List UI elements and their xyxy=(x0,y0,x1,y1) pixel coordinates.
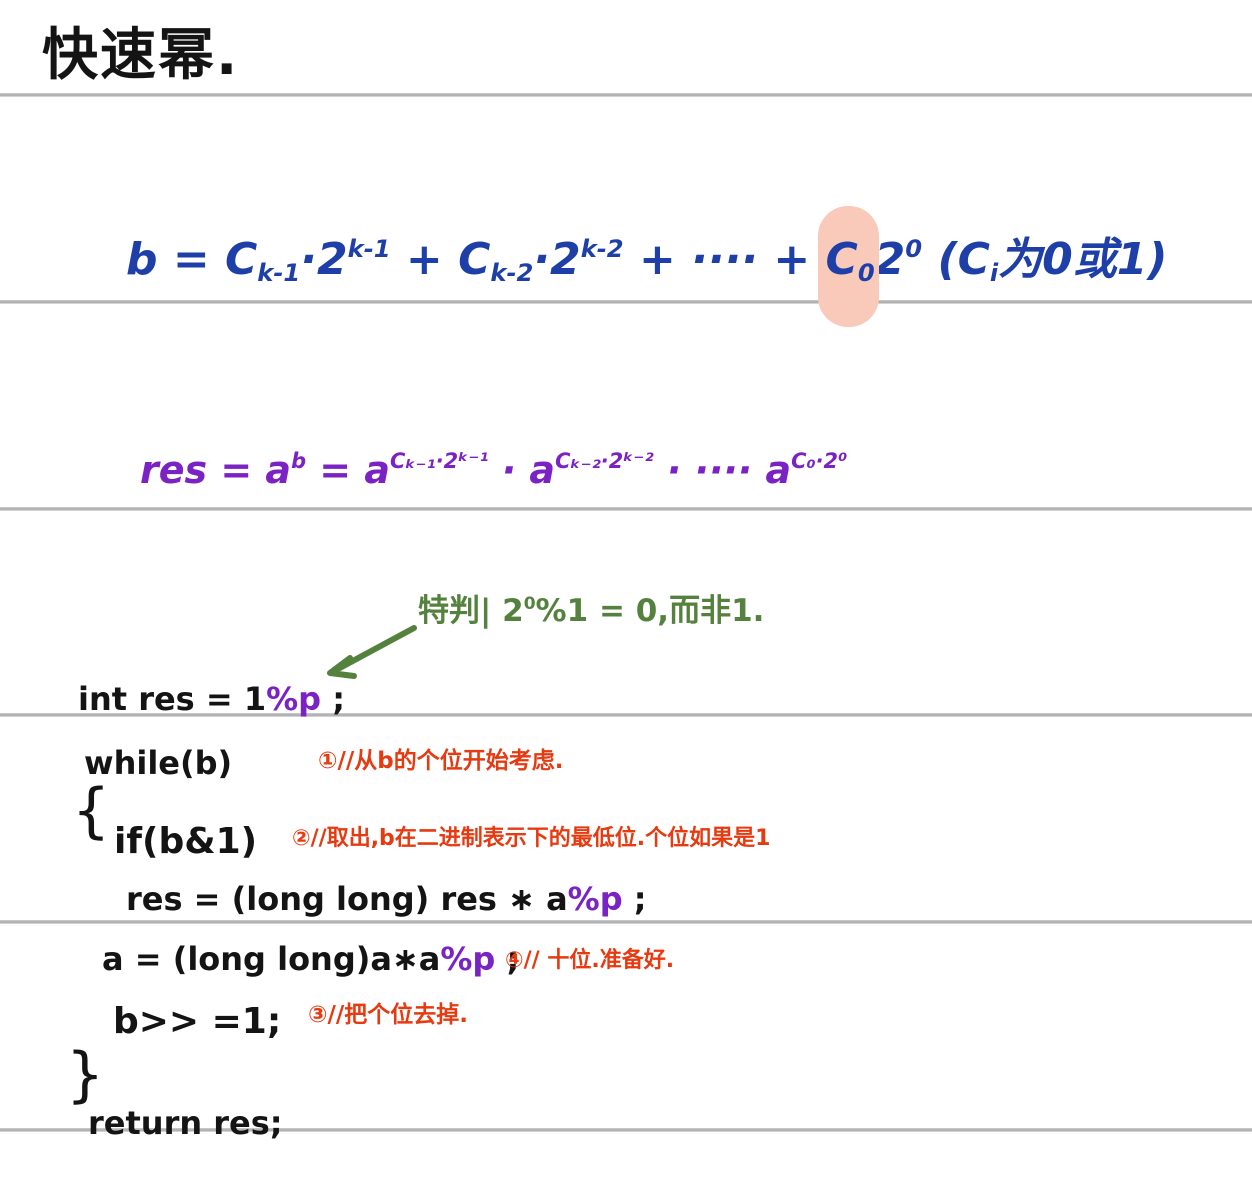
text-run: ; xyxy=(495,940,520,978)
text-run: · a xyxy=(488,448,556,492)
text-run: ·2 xyxy=(533,234,581,285)
code-line-return: return res; xyxy=(88,1104,283,1142)
text-run: b xyxy=(291,448,307,473)
text-run: 特判| 2 xyxy=(418,593,524,629)
formula-binary-expansion: b = Ck-1·2k-1 + Ck-2·2k-2 + ···· + C020 … xyxy=(126,234,1168,287)
text-run: 2 xyxy=(874,234,906,285)
code-line-res-mul: res = (long long) res ∗ a%p ; xyxy=(126,880,647,918)
close-brace: } xyxy=(66,1040,105,1110)
comment-2: ②//取出,b在二进制表示下的最低位.个位如果是1 xyxy=(292,826,771,851)
ruled-line xyxy=(0,1128,1252,1132)
ruled-line xyxy=(0,300,1252,304)
text-run: k-2 xyxy=(580,234,624,263)
formula-power-product: res = ab = aCₖ₋₁·2ᵏ⁻¹ · aCₖ₋₂·2ᵏ⁻² · ···… xyxy=(140,448,848,492)
text-run: ·2 xyxy=(300,234,348,285)
text-run: C xyxy=(825,234,858,285)
text-run: ; xyxy=(321,680,345,718)
ruled-line xyxy=(0,507,1252,511)
text-run: if(b&1) xyxy=(114,821,258,862)
text-run: res = (long long) res ∗ a xyxy=(126,880,568,918)
text-run: k-1 xyxy=(257,258,301,287)
text-run: %1 = 0,而非1. xyxy=(535,593,765,629)
code-line-shift: b>> =1; xyxy=(113,1000,281,1043)
text-run: 0 xyxy=(905,234,923,263)
text-run: while(b) xyxy=(84,744,233,782)
code-line-if: if(b&1) xyxy=(114,820,257,863)
special-case-note: 特判| 20%1 = 0,而非1. xyxy=(418,594,764,628)
code-line-a-square: a = (long long)a∗a%p ; xyxy=(102,940,519,978)
code-line-while: while(b) xyxy=(84,744,232,782)
ruled-line xyxy=(0,920,1252,924)
text-run: 0 xyxy=(523,593,536,614)
text-run: + ···· + xyxy=(623,234,826,285)
text-run: Cₖ₋₂·2ᵏ⁻² xyxy=(555,448,654,473)
text-run: i xyxy=(989,258,999,287)
text-run: + C xyxy=(390,234,491,285)
text-run: (C xyxy=(922,234,990,285)
text-run: %p xyxy=(440,940,496,978)
ruled-line xyxy=(0,713,1252,717)
text-run: 为0或1) xyxy=(998,234,1168,285)
arrow-down-left-icon xyxy=(322,620,418,686)
text-run: res = a xyxy=(140,448,292,492)
text-run: ; xyxy=(622,880,647,918)
comment-4: ④// 十位.准备好. xyxy=(505,948,675,973)
text-run: = a xyxy=(306,448,390,492)
comment-1: ①//从b的个位开始考虑. xyxy=(318,748,564,774)
ruled-line xyxy=(0,93,1252,97)
text-run: int res = 1 xyxy=(78,680,267,718)
code-line-int-res: int res = 1%p ; xyxy=(78,680,345,718)
text-run: C₀·2⁰ xyxy=(791,448,848,473)
text-run: 0 xyxy=(857,258,875,287)
text-run: b>> =1; xyxy=(113,1001,282,1042)
comment-3: ③//把个位去掉. xyxy=(308,1002,469,1028)
open-brace: { xyxy=(72,776,111,846)
text-run: a = (long long)a∗a xyxy=(102,940,441,978)
text-run: b = C xyxy=(126,234,258,285)
text-run: · ···· a xyxy=(653,448,792,492)
text-run: k-2 xyxy=(490,258,534,287)
text-run: k-1 xyxy=(347,234,391,263)
text-run: %p xyxy=(567,880,623,918)
highlight-pill: C0 xyxy=(825,234,875,287)
text-run: return res; xyxy=(88,1104,283,1142)
text-run: Cₖ₋₁·2ᵏ⁻¹ xyxy=(390,448,489,473)
text-run: %p xyxy=(266,680,322,718)
page-title: 快速幂. xyxy=(42,23,240,88)
